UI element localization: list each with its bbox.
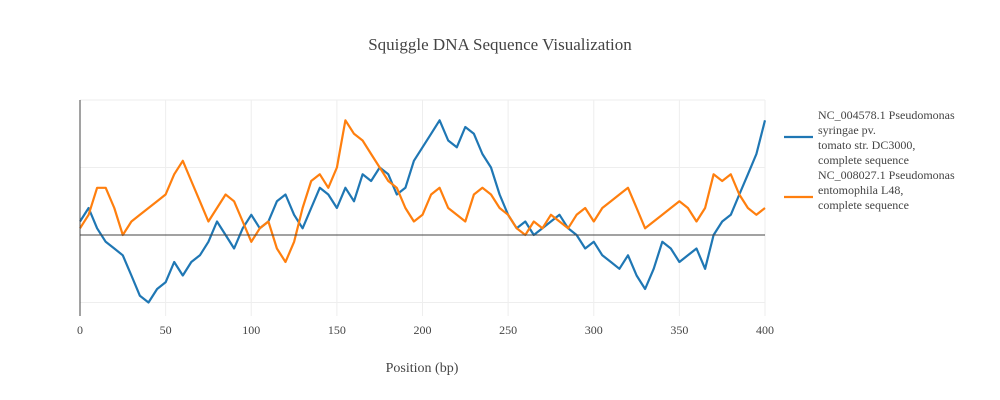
x-tick-label: 0	[77, 323, 83, 337]
chart-title: Squiggle DNA Sequence Visualization	[368, 35, 632, 54]
x-axis-label: Position (bp)	[386, 361, 459, 376]
legend-label: syringae pv.	[818, 123, 876, 137]
x-tick-label: 350	[670, 323, 688, 337]
x-tick-label: 100	[242, 323, 260, 337]
x-tick-label: 400	[756, 323, 774, 337]
legend-label: complete sequence	[818, 198, 909, 212]
x-tick-label: 150	[328, 323, 346, 337]
grid	[80, 99, 766, 316]
series-layer	[79, 119, 767, 304]
x-tick-label: 200	[414, 323, 432, 337]
series-line-1	[79, 119, 767, 304]
legend-label: NC_008027.1 Pseudomonas	[818, 168, 955, 182]
x-tick-labels: 0 50 100 150 200 250 300 350 400	[77, 323, 774, 337]
series-line-2	[79, 119, 766, 264]
legend-label: entomophila L48,	[818, 183, 903, 197]
axes	[79, 100, 765, 316]
x-tick-label: 300	[585, 323, 603, 337]
x-tick-label: 50	[160, 323, 172, 337]
legend-label: NC_004578.1 Pseudomonas	[818, 108, 955, 122]
legend-label: complete sequence	[818, 153, 909, 167]
legend-label: tomato str. DC3000,	[818, 138, 915, 152]
x-tick-label: 250	[499, 323, 517, 337]
